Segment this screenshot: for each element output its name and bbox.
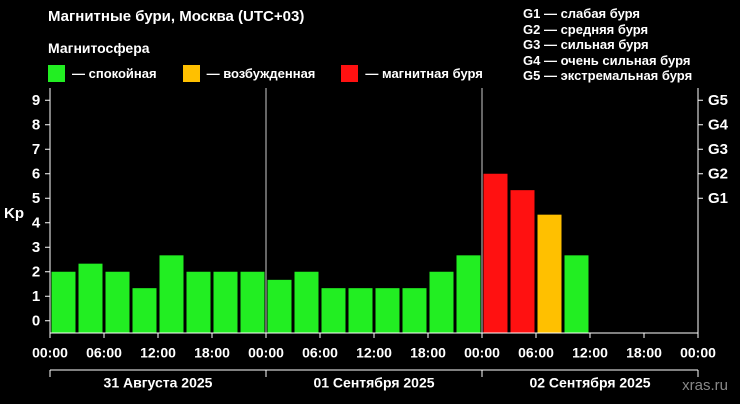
status-legend: — спокойная — возбужденная — магнитная б…: [48, 65, 509, 82]
y-tick-label: 3: [32, 239, 40, 256]
legend-swatch-quiet: [48, 65, 65, 82]
storm-level-legend: G1 — слабая буря G2 — средняя буря G3 — …: [523, 6, 692, 84]
legend-label-active: — возбужденная: [206, 66, 316, 81]
x-tick-label: 00:00: [464, 345, 500, 361]
storm-level-tick-label: G3: [708, 141, 728, 158]
y-tick-label: 2: [32, 264, 40, 281]
y-tick-label: 0: [32, 313, 40, 330]
x-tick-label: 06:00: [86, 345, 122, 361]
x-tick-label: 12:00: [356, 345, 392, 361]
storm-level-tick-label: G1: [708, 190, 728, 207]
storm-level-g2: G2 — средняя буря: [523, 21, 649, 37]
legend-item-storm: — магнитная буря: [341, 65, 483, 82]
legend-item-quiet: — спокойная: [48, 65, 157, 82]
kp-bar: [564, 255, 589, 333]
storm-level-tick-label: G5: [708, 92, 728, 109]
kp-bar: [429, 271, 454, 333]
kp-bar: [348, 288, 373, 333]
kp-bar: [375, 288, 400, 333]
kp-bar: [51, 271, 76, 333]
storm-level-g5: G5 — экстремальная буря: [523, 68, 693, 83]
x-tick-label: 18:00: [410, 345, 446, 361]
day-label: 01 Сентября 2025: [313, 375, 434, 391]
storm-level-g3: G3 — сильная буря: [523, 37, 649, 52]
kp-bar: [186, 271, 211, 333]
kp-bar: [456, 255, 481, 333]
legend-label-storm: — магнитная буря: [365, 66, 483, 81]
y-tick-label: 5: [32, 190, 40, 207]
day-label: 02 Сентября 2025: [529, 375, 650, 391]
kp-bar: [240, 271, 265, 333]
y-tick-label: 7: [32, 141, 40, 158]
legend-item-active: — возбужденная: [182, 65, 316, 82]
storm-level-g1: G1 — слабая буря: [523, 6, 641, 21]
day-label: 31 Августа 2025: [104, 375, 213, 391]
legend-label-quiet: — спокойная: [72, 66, 157, 81]
kp-bar: [159, 255, 184, 333]
legend-swatch-storm: [341, 65, 359, 82]
magnetosphere-label: Магнитосфера: [48, 40, 150, 56]
kp-bar: [402, 288, 427, 333]
x-tick-label: 06:00: [302, 345, 338, 361]
kp-bar: [78, 263, 103, 333]
x-tick-label: 18:00: [626, 345, 662, 361]
x-tick-label: 12:00: [140, 345, 176, 361]
y-tick-label: 8: [32, 117, 40, 134]
x-tick-label: 00:00: [248, 345, 284, 361]
y-tick-label: 1: [32, 288, 40, 305]
storm-level-tick-label: G2: [708, 166, 728, 183]
kp-bar: [132, 288, 157, 333]
y-axis-label: Kp: [4, 205, 24, 222]
kp-bar: [510, 190, 535, 333]
x-tick-label: 00:00: [32, 345, 68, 361]
storm-level-tick-label: G4: [708, 117, 729, 134]
chart-title: Магнитные бури, Москва (UTC+03): [48, 8, 305, 25]
y-tick-label: 4: [32, 215, 41, 232]
watermark: xras.ru: [682, 377, 728, 394]
kp-bar: [294, 271, 319, 333]
kp-bar: [267, 279, 292, 333]
x-tick-label: 00:00: [680, 345, 716, 361]
kp-bar: [483, 173, 508, 333]
legend-swatch-active: [182, 65, 200, 82]
kp-bar: [213, 271, 238, 333]
x-tick-label: 18:00: [194, 345, 230, 361]
kp-bar: [537, 214, 562, 333]
y-tick-label: 9: [32, 92, 40, 109]
storm-level-g4: G4 — очень сильная буря: [523, 52, 691, 68]
kp-bar: [321, 288, 346, 333]
x-tick-label: 12:00: [572, 345, 608, 361]
kp-bar: [105, 271, 130, 333]
x-tick-label: 06:00: [518, 345, 554, 361]
y-tick-label: 6: [32, 166, 40, 183]
